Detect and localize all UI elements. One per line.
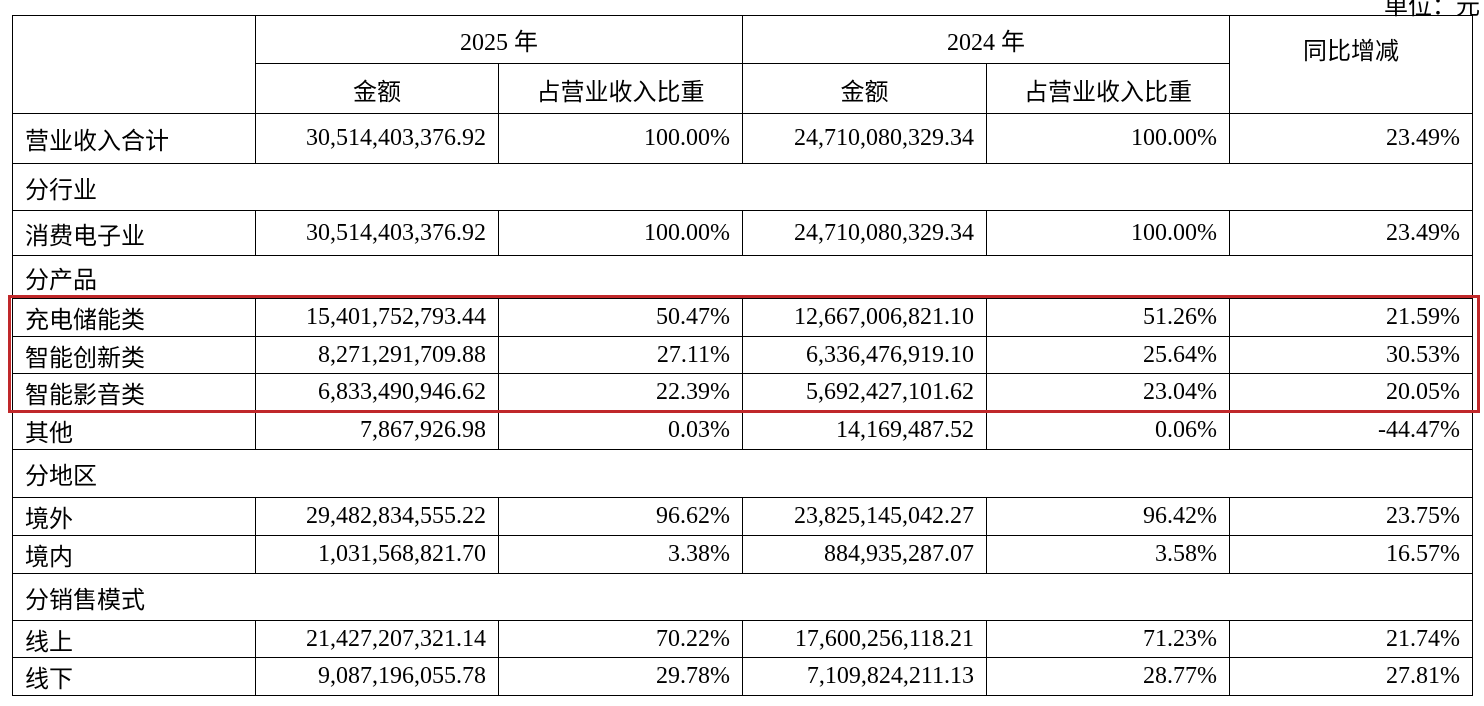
value-cell: 24,710,080,329.34: [742, 210, 987, 256]
value-cell: 20.05%: [1229, 373, 1473, 411]
row-label: 其他: [12, 410, 256, 450]
value-cell: 96.42%: [986, 497, 1230, 536]
value-cell: 5,692,427,101.62: [742, 373, 987, 411]
value-cell: 3.58%: [986, 535, 1230, 574]
row-label: 智能创新类: [12, 336, 256, 374]
data-row: 充电储能类 15,401,752,793.44 50.47% 12,667,006,8…: [12, 298, 1473, 337]
data-row: 线下 9,087,196,055.78 29.78% 7,109,824,211.13…: [12, 657, 1473, 696]
value-cell: 29,482,834,555.22: [255, 497, 499, 536]
header-cell: 金额: [742, 63, 987, 114]
value-cell: 30,514,403,376.92: [255, 210, 499, 256]
row-label: 线下: [12, 657, 256, 696]
row-label: 充电储能类: [12, 298, 256, 337]
value-cell: 100.00%: [986, 210, 1230, 256]
row-label: 境内: [12, 535, 256, 574]
data-row: 智能创新类 8,271,291,709.88 27.11% 6,336,476,919…: [12, 336, 1473, 374]
value-cell: 0.03%: [498, 410, 743, 450]
value-cell: 1,031,568,821.70: [255, 535, 499, 574]
value-cell: 30,514,403,376.92: [255, 113, 499, 164]
revenue-table: 2025 年 2024 年 同比增减 金额 占营业收入比重 金额 占营业收入比重…: [12, 15, 1473, 696]
data-row: 境外 29,482,834,555.22 96.62% 23,825,145,042.…: [12, 497, 1473, 536]
section-row: 分行业: [12, 163, 1473, 211]
row-label: 线上: [12, 620, 256, 658]
header-cell: 金额: [255, 63, 499, 114]
row-label: 境外: [12, 497, 256, 536]
value-cell: 27.11%: [498, 336, 743, 374]
value-cell: 21.74%: [1229, 620, 1473, 658]
value-cell: 25.64%: [986, 336, 1230, 374]
value-cell: 23.04%: [986, 373, 1230, 411]
value-cell: 100.00%: [498, 210, 743, 256]
header-row: 金额 占营业收入比重 金额 占营业收入比重: [13, 63, 1473, 114]
value-cell: 27.81%: [1229, 657, 1473, 696]
value-cell: 12,667,006,821.10: [742, 298, 987, 337]
value-cell: 24,710,080,329.34: [742, 113, 987, 164]
table-body: 2025 年 2024 年 同比增减 金额 占营业收入比重 金额 占营业收入比重…: [12, 15, 1473, 696]
value-cell: 100.00%: [498, 113, 743, 164]
value-cell: 21,427,207,321.14: [255, 620, 499, 658]
header-cell: 占营业收入比重: [986, 63, 1230, 114]
row-label: 分产品: [12, 255, 1473, 299]
value-cell: -44.47%: [1229, 410, 1473, 450]
data-row: 线上 21,427,207,321.14 70.22% 17,600,256,118.…: [12, 620, 1473, 658]
value-cell: 23,825,145,042.27: [742, 497, 987, 536]
value-cell: 30.53%: [1229, 336, 1473, 374]
value-cell: 14,169,487.52: [742, 410, 987, 450]
section-row: 分销售模式: [12, 573, 1473, 621]
row-label: 分地区: [12, 449, 1473, 498]
value-cell: 7,109,824,211.13: [742, 657, 987, 696]
value-cell: 23.49%: [1229, 113, 1473, 164]
section-row: 分产品: [12, 255, 1473, 299]
row-label: 智能影音类: [12, 373, 256, 411]
data-row: 消费电子业 30,514,403,376.92 100.00% 24,710,080,…: [12, 210, 1473, 256]
value-cell: 8,271,291,709.88: [255, 336, 499, 374]
row-label: 消费电子业: [12, 210, 256, 256]
value-cell: 100.00%: [986, 113, 1230, 164]
value-cell: 6,336,476,919.10: [742, 336, 987, 374]
header-cell: 2024 年: [742, 15, 1230, 64]
value-cell: 884,935,287.07: [742, 535, 987, 574]
data-row: 其他 7,867,926.98 0.03% 14,169,487.52 0.06% -44…: [12, 410, 1473, 450]
value-cell: 50.47%: [498, 298, 743, 337]
section-row: 分地区: [12, 449, 1473, 498]
value-cell: 28.77%: [986, 657, 1230, 696]
data-row: 营业收入合计 30,514,403,376.92 100.00% 24,710,080…: [12, 113, 1473, 164]
value-cell: 71.23%: [986, 620, 1230, 658]
header-row: 2025 年 2024 年 同比增减: [12, 15, 1473, 114]
value-cell: 3.38%: [498, 535, 743, 574]
data-row: 境内 1,031,568,821.70 3.38% 884,935,287.07 3.5…: [12, 535, 1473, 574]
row-label: 营业收入合计: [12, 113, 256, 164]
row-label: 分行业: [12, 163, 1473, 211]
value-cell: 0.06%: [986, 410, 1230, 450]
value-cell: 6,833,490,946.62: [255, 373, 499, 411]
value-cell: 22.39%: [498, 373, 743, 411]
value-cell: 17,600,256,118.21: [742, 620, 987, 658]
value-cell: 23.49%: [1229, 210, 1473, 256]
header-cell: 2025 年: [255, 15, 743, 64]
value-cell: 15,401,752,793.44: [255, 298, 499, 337]
value-cell: 16.57%: [1229, 535, 1473, 574]
header-cell: 同比增减: [1229, 15, 1473, 114]
header-cell: [12, 15, 256, 114]
value-cell: 29.78%: [498, 657, 743, 696]
header-cell: 占营业收入比重: [498, 63, 743, 114]
value-cell: 21.59%: [1229, 298, 1473, 337]
value-cell: 9,087,196,055.78: [255, 657, 499, 696]
row-label: 分销售模式: [12, 573, 1473, 621]
value-cell: 7,867,926.98: [255, 410, 499, 450]
value-cell: 96.62%: [498, 497, 743, 536]
value-cell: 23.75%: [1229, 497, 1473, 536]
value-cell: 70.22%: [498, 620, 743, 658]
data-row: 智能影音类 6,833,490,946.62 22.39% 5,692,427,101…: [12, 373, 1473, 411]
value-cell: 51.26%: [986, 298, 1230, 337]
